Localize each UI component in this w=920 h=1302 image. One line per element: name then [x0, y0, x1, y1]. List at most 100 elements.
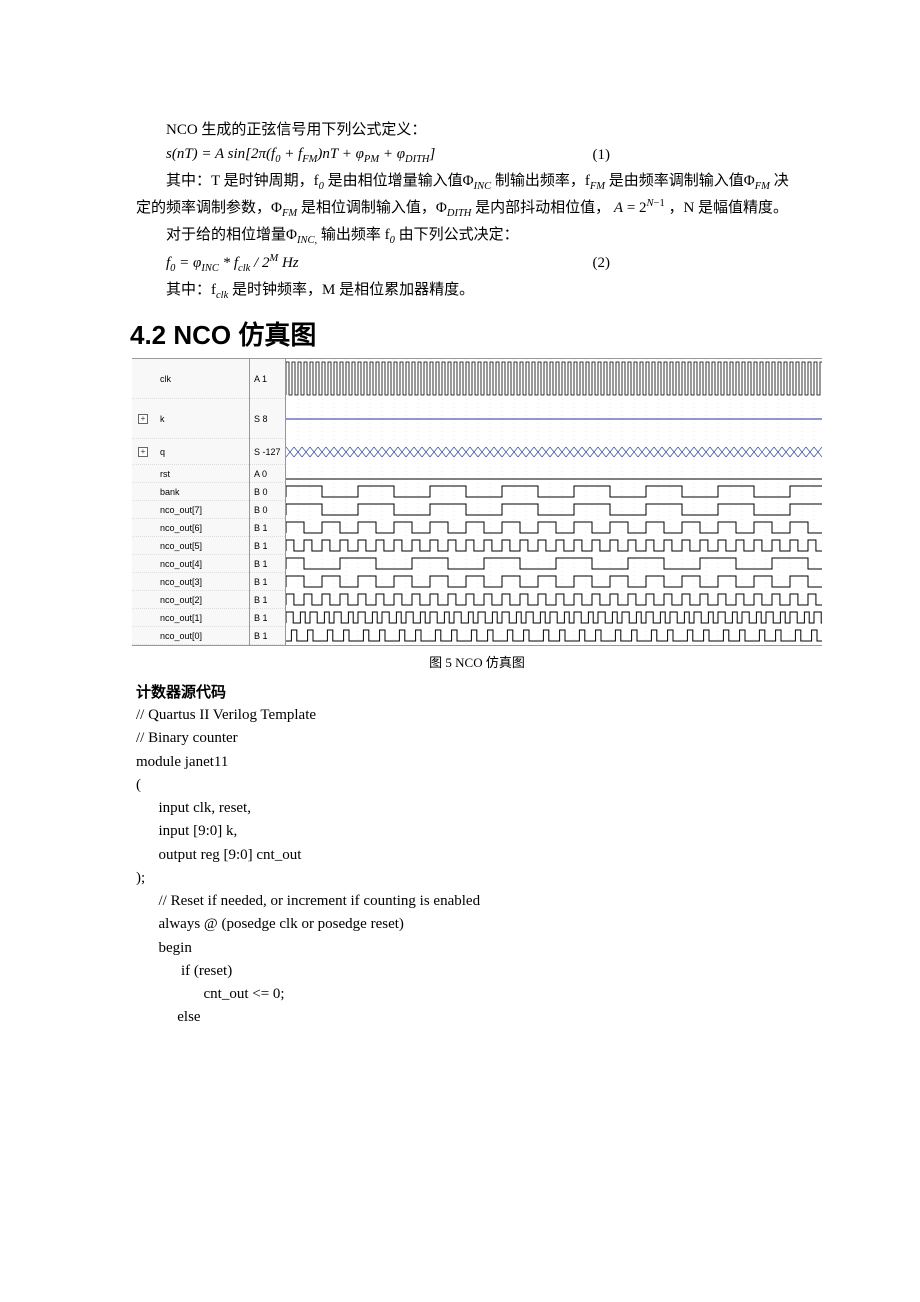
signal-name: rst: [132, 469, 170, 479]
signal-value-row: B 1: [250, 537, 285, 555]
signal-name: nco_out[4]: [132, 559, 202, 569]
signal-value-row: B 1: [250, 627, 285, 645]
intro-text: NCO 生成的正弦信号用下列公式定义：: [136, 118, 790, 142]
signal-value: B 1: [250, 631, 268, 641]
paragraph-2: 对于给的相位增量ΦINC, 输出频率 f0 由下列公式决定：: [136, 223, 790, 250]
signal-value: B 1: [250, 523, 268, 533]
paragraph-3: 其中：fclk 是时钟频率，M 是相位累加器精度。: [136, 278, 790, 305]
expand-icon[interactable]: +: [138, 447, 148, 457]
formula-2-number: (2): [593, 255, 791, 272]
signal-value: S 8: [250, 414, 268, 424]
signal-name: nco_out[7]: [132, 505, 202, 515]
signal-trace: [286, 609, 822, 627]
signal-name-row: +q: [132, 439, 249, 465]
code-line: begin: [136, 937, 790, 960]
signal-value-row: B 1: [250, 609, 285, 627]
signal-value-row: A 0: [250, 465, 285, 483]
formula-1: s(nT) = A sin[2π(f0 + fFM)nT + φPM + φDI…: [136, 146, 435, 165]
code-line: else: [136, 1006, 790, 1029]
signal-name: nco_out[2]: [132, 595, 202, 605]
waveform-container: clk+k+qrstbanknco_out[7]nco_out[6]nco_ou…: [132, 358, 822, 646]
waveform-traces: [286, 359, 822, 645]
signal-value: B 1: [250, 541, 268, 551]
code-line: cnt_out <= 0;: [136, 983, 790, 1006]
signal-value-row: B 0: [250, 501, 285, 519]
signal-name: nco_out[6]: [132, 523, 202, 533]
signal-name: nco_out[5]: [132, 541, 202, 551]
waveform-signal-names: clk+k+qrstbanknco_out[7]nco_out[6]nco_ou…: [132, 359, 250, 645]
waveform-figure: clk+k+qrstbanknco_out[7]nco_out[6]nco_ou…: [132, 358, 822, 671]
signal-value-row: B 1: [250, 591, 285, 609]
section-heading-4-2: 4.2 NCO 仿真图: [130, 315, 790, 352]
signal-value-row: B 1: [250, 555, 285, 573]
signal-name-row: nco_out[2]: [132, 591, 249, 609]
signal-name-row: nco_out[3]: [132, 573, 249, 591]
signal-name-row: nco_out[1]: [132, 609, 249, 627]
signal-value: B 0: [250, 487, 268, 497]
signal-name: nco_out[3]: [132, 577, 202, 587]
code-line: module janet11: [136, 751, 790, 774]
signal-value: B 0: [250, 505, 268, 515]
code-line: input clk, reset,: [136, 797, 790, 820]
signal-name: bank: [132, 487, 180, 497]
signal-name-row: nco_out[4]: [132, 555, 249, 573]
formula-2-row: f0 = φINC * fclk / 2M Hz (2): [136, 253, 790, 274]
signal-value-row: B 1: [250, 519, 285, 537]
signal-name-row: clk: [132, 359, 249, 399]
verilog-code-block: // Quartus II Verilog Template// Binary …: [136, 704, 790, 1030]
signal-name-row: bank: [132, 483, 249, 501]
signal-trace: [286, 483, 822, 501]
signal-trace: [286, 573, 822, 591]
signal-trace: [286, 591, 822, 609]
signal-trace: [286, 359, 822, 399]
signal-name: nco_out[0]: [132, 631, 202, 641]
signal-name-row: nco_out[0]: [132, 627, 249, 645]
expand-icon[interactable]: +: [138, 414, 148, 424]
code-line: );: [136, 867, 790, 890]
code-line: always @ (posedge clk or posedge reset): [136, 913, 790, 936]
signal-name-row: rst: [132, 465, 249, 483]
code-line: input [9:0] k,: [136, 820, 790, 843]
signal-name-row: nco_out[7]: [132, 501, 249, 519]
signal-value-row: B 0: [250, 483, 285, 501]
signal-value-row: B 1: [250, 573, 285, 591]
signal-value: S -127: [250, 447, 281, 457]
signal-name-row: nco_out[6]: [132, 519, 249, 537]
signal-name-row: +k: [132, 399, 249, 439]
signal-value-row: S -127: [250, 439, 285, 465]
signal-name: q: [132, 447, 165, 457]
signal-trace: [286, 537, 822, 555]
signal-name: clk: [132, 374, 171, 384]
formula-1-number: (1): [593, 147, 791, 164]
counter-source-heading: 计数器源代码: [136, 681, 790, 702]
signal-name: k: [132, 414, 165, 424]
code-line: output reg [9:0] cnt_out: [136, 844, 790, 867]
code-line: if (reset): [136, 960, 790, 983]
signal-value: A 0: [250, 469, 267, 479]
signal-value-row: A 1: [250, 359, 285, 399]
formula-1-row: s(nT) = A sin[2π(f0 + fFM)nT + φPM + φDI…: [136, 146, 790, 165]
code-line: (: [136, 774, 790, 797]
paragraph-1: 其中：T 是时钟周期，f0 是由相位增量输入值ΦINC 制输出频率，fFM 是由…: [136, 169, 790, 223]
signal-value-row: S 8: [250, 399, 285, 439]
signal-trace: [286, 501, 822, 519]
signal-value: A 1: [250, 374, 267, 384]
signal-value: B 1: [250, 613, 268, 623]
signal-name-row: nco_out[5]: [132, 537, 249, 555]
signal-value: B 1: [250, 559, 268, 569]
code-line: // Binary counter: [136, 727, 790, 750]
signal-trace: [286, 439, 822, 465]
document-page: NCO 生成的正弦信号用下列公式定义： s(nT) = A sin[2π(f0 …: [0, 0, 920, 1070]
figure-5-caption: 图 5 NCO 仿真图: [132, 652, 822, 671]
signal-trace: [286, 627, 822, 645]
signal-trace: [286, 555, 822, 573]
signal-value: B 1: [250, 577, 268, 587]
waveform-signal-values: A 1 S 8 S -127 A 0 B 0 B 0 B 1 B 1 B 1 B 1 B 1 B 1 B…: [250, 359, 286, 645]
signal-name: nco_out[1]: [132, 613, 202, 623]
signal-trace: [286, 465, 822, 483]
signal-trace: [286, 519, 822, 537]
formula-2: f0 = φINC * fclk / 2M Hz: [136, 253, 299, 274]
signal-trace: [286, 399, 822, 439]
signal-value: B 1: [250, 595, 268, 605]
code-line: // Reset if needed, or increment if coun…: [136, 890, 790, 913]
